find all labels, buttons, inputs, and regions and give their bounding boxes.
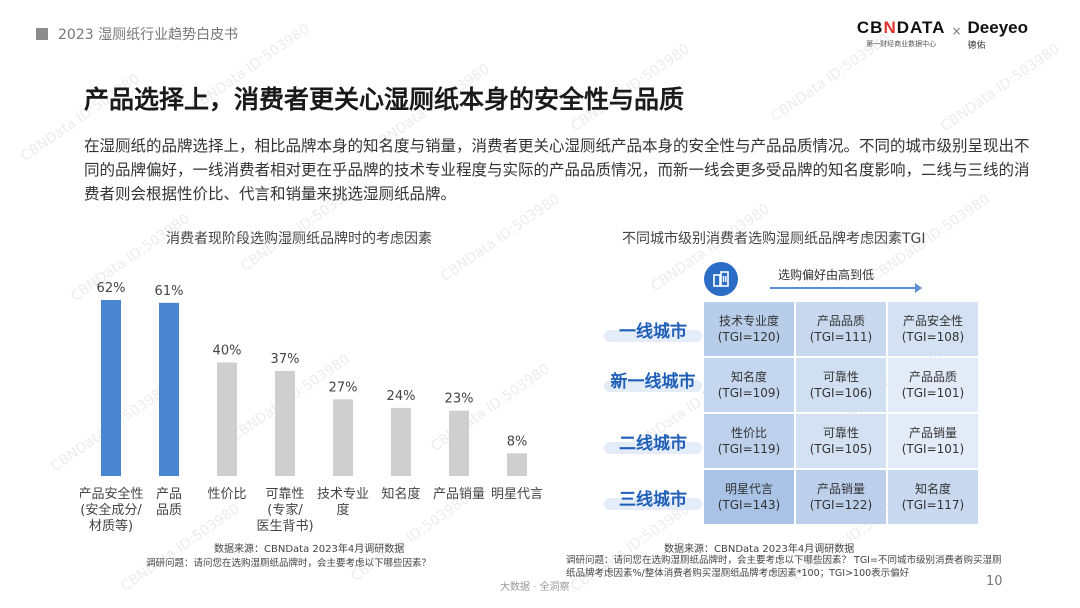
category-label: 产品销量 <box>433 487 485 502</box>
tgi-cell-factor: 产品品质 <box>816 314 865 328</box>
tgi-cell: 产品安全性 (TGI=108) <box>888 302 978 356</box>
bar <box>507 453 527 476</box>
category-label: 材质等) <box>89 518 133 534</box>
bar-value-label: 37% <box>271 352 300 367</box>
bar <box>275 370 295 476</box>
category-label: (专家/ <box>267 502 303 518</box>
tier-label-tier2: 二线城市 <box>604 426 702 456</box>
bar-value-label: 40% <box>213 343 242 358</box>
bar-value-label: 24% <box>387 389 416 404</box>
tgi-cell: 产品品质 (TGI=111) <box>796 302 886 356</box>
deeyeo-logo-text: Deeyeo <box>967 18 1028 37</box>
deeyeo-logo: Deeyeo 德佑 <box>968 18 1028 51</box>
bar-value-label: 27% <box>329 380 358 395</box>
consideration-factors-bar-chart: 62% 产品安全性(安全成分/材质等) 61% 产品品质 40% 性价比 37% 可靠性(专家… <box>80 281 543 534</box>
category-label: 明星代言 <box>491 487 543 502</box>
tgi-cell-value: (TGI=105) <box>809 442 873 456</box>
tgi-cell-factor: 产品安全性 <box>902 314 963 328</box>
tier-label-tier1: 一线城市 <box>604 314 702 344</box>
header-square-icon <box>36 28 48 40</box>
category-label: 性价比 <box>207 487 246 502</box>
tgi-cell: 知名度 (TGI=109) <box>704 358 794 412</box>
tgi-cell-value: (TGI=120) <box>717 330 781 344</box>
tgi-cell: 技术专业度 (TGI=120) <box>704 302 794 356</box>
tgi-cell-factor: 产品销量 <box>816 482 865 496</box>
category-label: 产品安全性 <box>80 486 144 502</box>
category-label: 知名度 <box>381 486 420 502</box>
tgi-cell-factor: 明星代言 <box>724 482 773 496</box>
tgi-cell-value: (TGI=109) <box>717 386 781 400</box>
cbndata-logo: CBNDATA 第一财经商业数据中心 <box>857 18 946 49</box>
bar-value-label: 8% <box>507 434 528 449</box>
bar <box>391 407 411 476</box>
brand-logos: CBNDATA 第一财经商业数据中心 × Deeyeo 德佑 <box>857 18 1028 51</box>
category-label: 可靠性 <box>265 487 304 502</box>
deeyeo-logo-subtitle: 德佑 <box>967 41 986 51</box>
category-label: 度 <box>336 502 349 518</box>
bar-value-label: 61% <box>155 284 184 299</box>
tgi-cell-value: (TGI=106) <box>809 386 873 400</box>
tgi-survey-question: 调研问题：请问您在选购湿厕纸品牌时，会主要考虑以下哪些因素？ TGI=不同城市级… <box>566 555 1002 579</box>
tgi-cell-value: (TGI=101) <box>901 386 965 400</box>
bar <box>449 410 469 476</box>
tgi-cell: 性价比 (TGI=119) <box>704 414 794 468</box>
tgi-cell: 知名度 (TGI=117) <box>888 470 978 524</box>
bar <box>217 362 237 476</box>
tgi-cell-factor: 可靠性 <box>822 426 859 440</box>
category-label: 医生背书) <box>256 519 313 534</box>
tgi-cell: 可靠性 (TGI=105) <box>796 414 886 468</box>
footer-slogan: 大数据 · 全洞察 <box>500 582 570 593</box>
category-label: 产品 <box>156 487 182 502</box>
tgi-cell-factor: 可靠性 <box>822 370 859 384</box>
tgi-cell-factor: 技术专业度 <box>718 314 779 328</box>
bar-value-label: 62% <box>97 281 126 296</box>
bar-chart-survey-question: 调研问题：请问您在选购湿厕纸品牌时，会主要考虑以下哪些因素？ <box>146 558 432 569</box>
logo-separator: × <box>951 24 962 38</box>
tgi-table-title: 不同城市级别消费者选购湿厕纸品牌考虑因素TGI <box>622 231 926 247</box>
building-icon <box>704 262 738 296</box>
preference-direction-label: 选购偏好由高到低 <box>778 268 875 282</box>
tgi-cell: 可靠性 (TGI=106) <box>796 358 886 412</box>
page-number: 10 <box>986 574 1003 589</box>
document-header: 2023 湿厕纸行业趋势白皮书 <box>36 22 238 46</box>
bar-chart-source: 数据来源：CBNData 2023年4月调研数据 <box>214 544 405 555</box>
tgi-cell-value: (TGI=108) <box>901 330 965 344</box>
bar-value-label: 23% <box>445 392 474 407</box>
tgi-cell-value: (TGI=117) <box>901 498 965 512</box>
tgi-cell-factor: 知名度 <box>914 482 951 496</box>
tgi-cell-factor: 产品品质 <box>908 370 957 384</box>
tgi-cell-value: (TGI=101) <box>901 442 965 456</box>
category-label: (安全成分/ <box>80 502 142 518</box>
bar-chart-title: 消费者现阶段选购湿厕纸品牌时的考虑因素 <box>166 231 432 247</box>
category-label: 技术专业 <box>317 487 369 502</box>
cbndata-logo-text: CBNDATA <box>856 18 946 37</box>
tgi-cell: 产品销量 (TGI=122) <box>796 470 886 524</box>
tgi-cell-factor: 性价比 <box>730 426 767 440</box>
tier-label-new-tier1: 新一线城市 <box>604 364 702 394</box>
bar <box>159 302 179 476</box>
document-title: 2023 湿厕纸行业趋势白皮书 <box>58 27 239 43</box>
bar <box>101 300 121 476</box>
tgi-cell-factor: 知名度 <box>730 370 767 384</box>
tgi-cell: 产品销量 (TGI=101) <box>888 414 978 468</box>
tgi-cell-value: (TGI=143) <box>717 498 781 512</box>
tgi-grid: 技术专业度 (TGI=120) 产品品质 (TGI=111) 产品安全性 (TGI=108… <box>704 302 978 524</box>
category-label: 品质 <box>156 503 182 518</box>
watermark-text: CBNData ID:503980 <box>938 41 1063 135</box>
cbndata-logo-subtitle: 第一财经商业数据中心 <box>866 40 937 48</box>
tgi-matrix: 选购偏好由高到低 一线城市 新一线城市 二线城市 三线城市 技术专业度 (TGI=… <box>600 262 980 534</box>
preference-arrow-icon <box>770 283 922 293</box>
tgi-cell-value: (TGI=122) <box>809 498 873 512</box>
tier-label-tier3: 三线城市 <box>604 482 702 512</box>
page-title: 产品选择上，消费者更关心湿厕纸本身的安全性与品质 <box>84 85 685 114</box>
page-description: 在湿厕纸的品牌选择上，相比品牌本身的知名度与销量，消费者更关心湿厕纸产品本身的安… <box>84 137 1030 203</box>
tgi-cell-value: (TGI=111) <box>809 330 873 344</box>
tgi-cell-value: (TGI=119) <box>717 442 781 456</box>
tgi-source: 数据来源：CBNData 2023年4月调研数据 <box>664 544 855 555</box>
tgi-cell-factor: 产品销量 <box>908 426 957 440</box>
tgi-cell: 明星代言 (TGI=143) <box>704 470 794 524</box>
tgi-cell: 产品品质 (TGI=101) <box>888 358 978 412</box>
bar <box>333 399 353 476</box>
